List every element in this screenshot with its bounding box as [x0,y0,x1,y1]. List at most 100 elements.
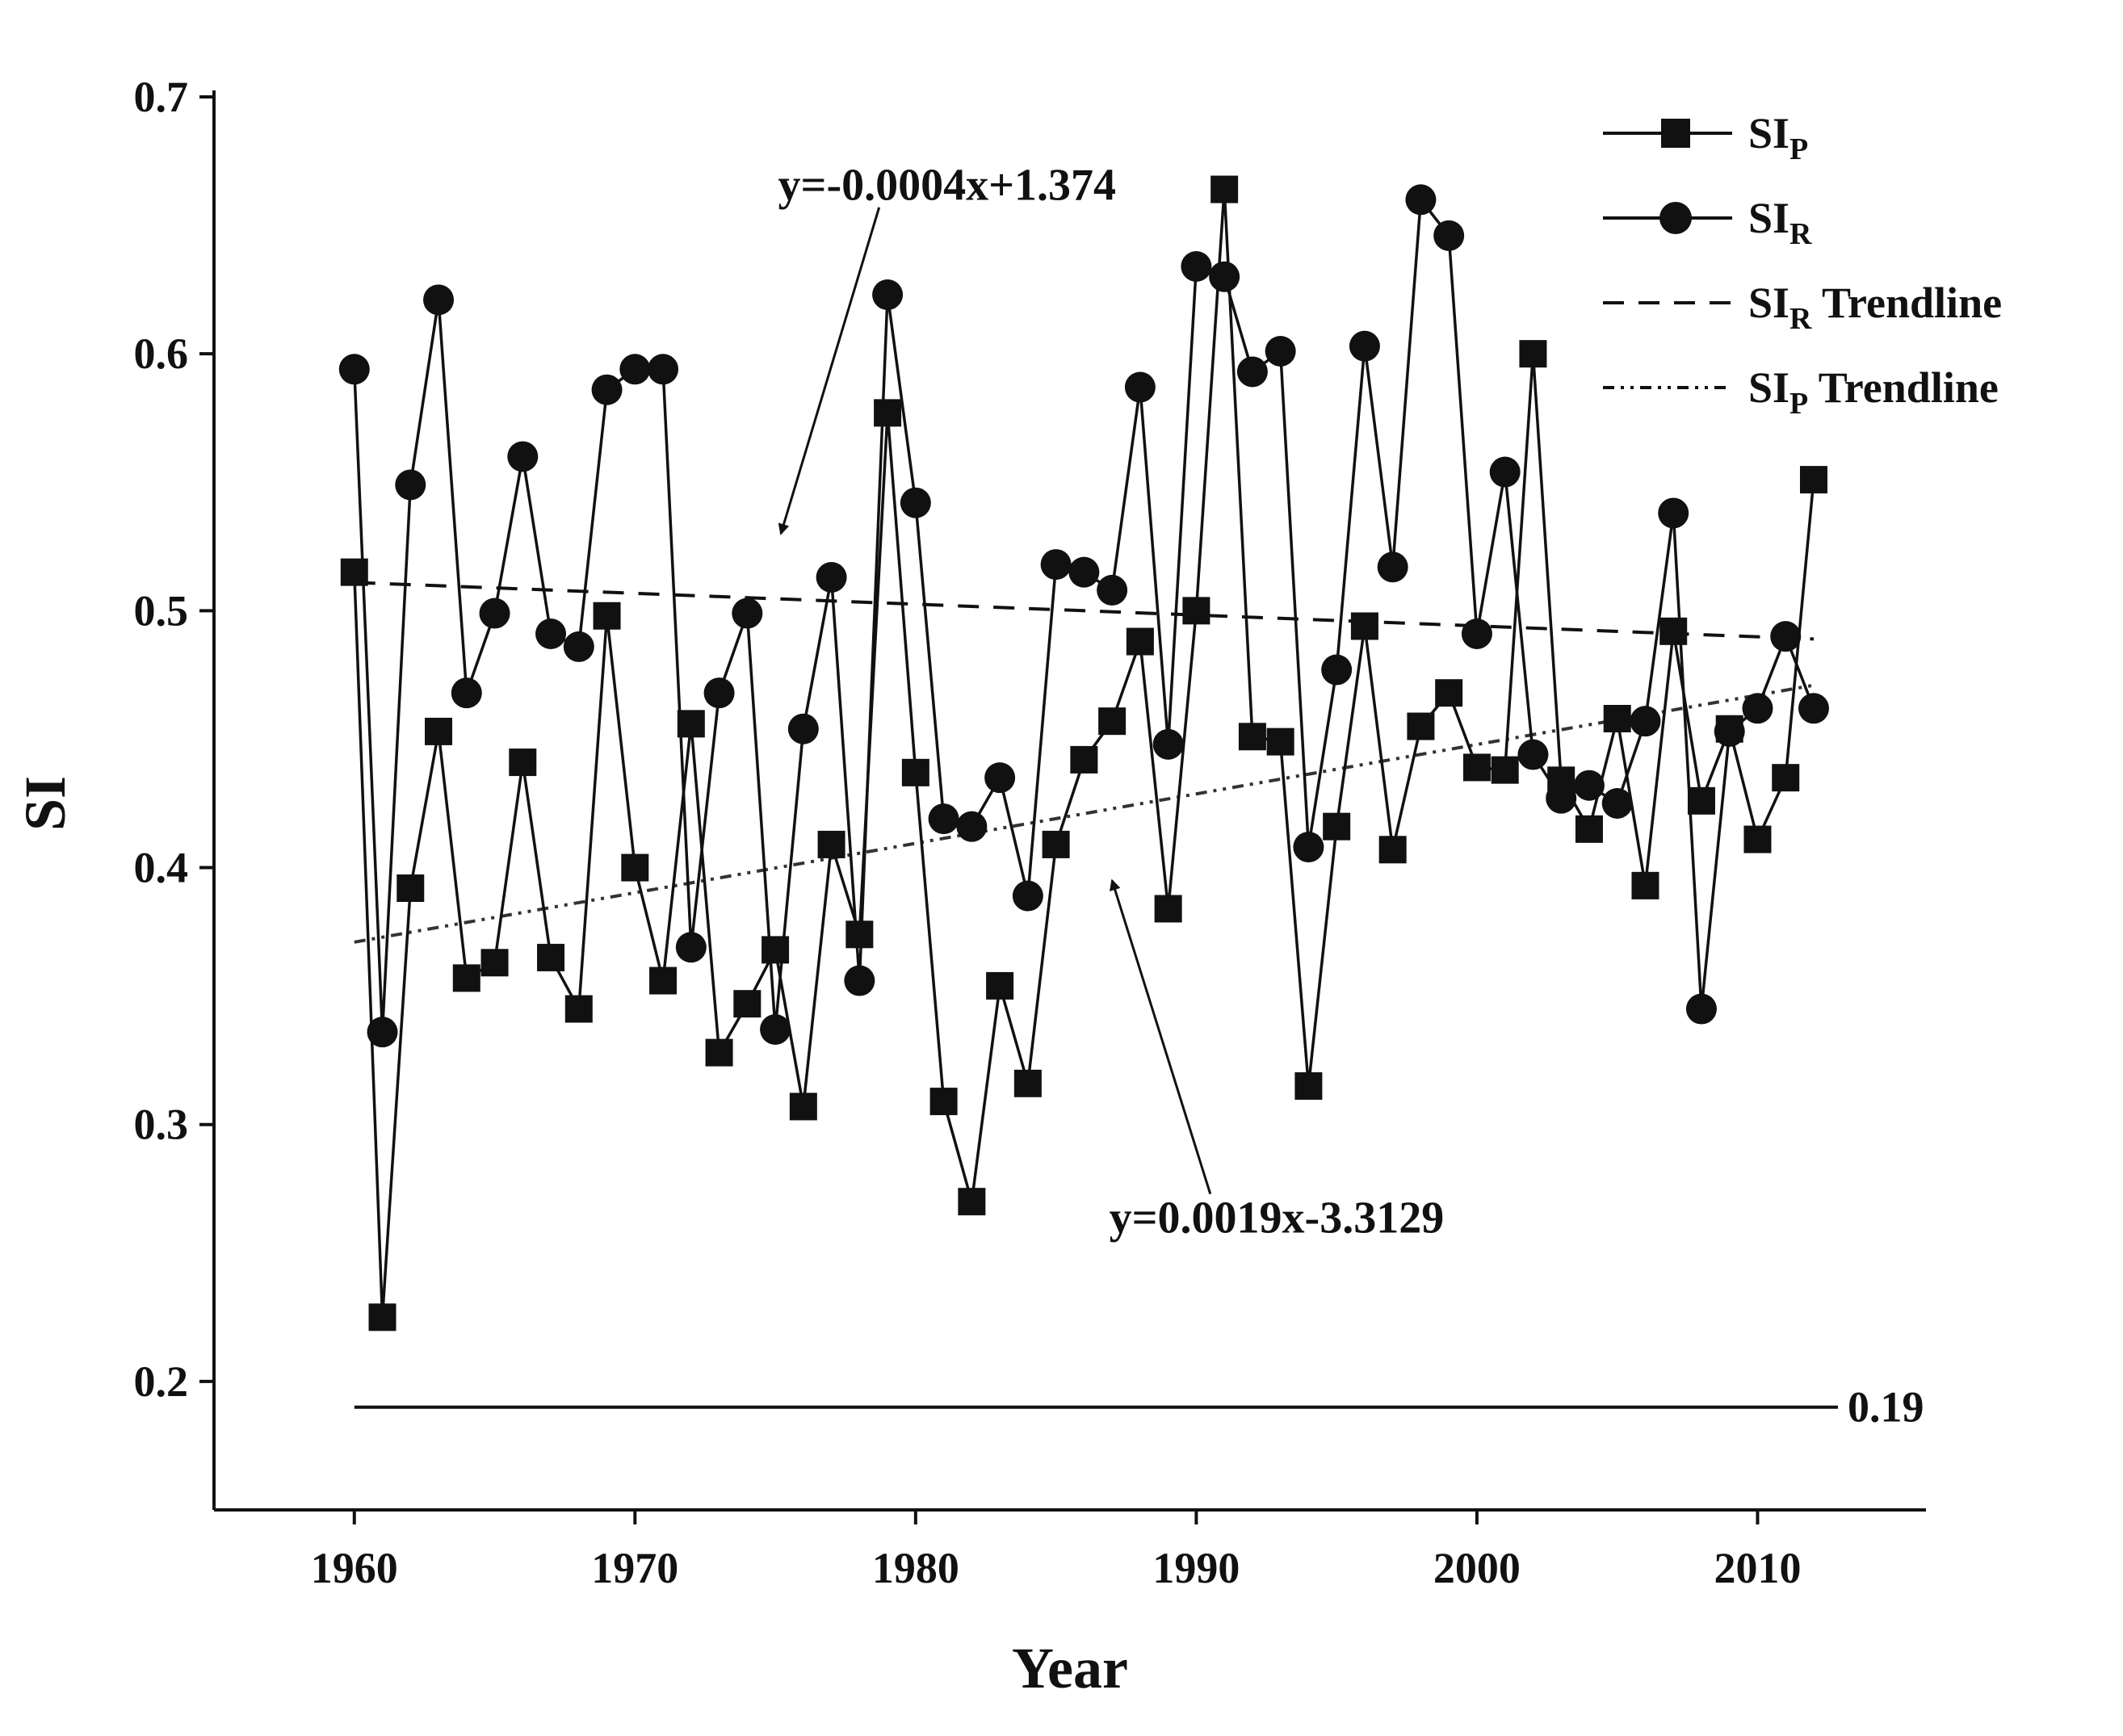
data-point-sip [368,1303,396,1331]
data-point-sip [1575,815,1603,843]
data-point-sip [537,943,565,971]
x-tick-label: 1990 [1152,1544,1240,1592]
data-point-sir [1433,220,1465,251]
trendline-sir [354,581,1815,641]
trendline-sip [354,683,1815,944]
data-point-sip [929,1088,958,1116]
legend-marker-square [1661,119,1690,148]
legend-label: SIP Trendline [1748,363,1999,421]
legend-label-rest: Trendline [1812,279,2003,327]
data-point-sip [1462,753,1491,782]
data-point-sir [1236,356,1268,388]
data-point-sip [1350,612,1378,640]
data-point-sir [1685,993,1717,1025]
data-point-sir [1209,261,1240,292]
legend-label-main: SI [1748,109,1789,157]
trendline-layer [354,581,1815,944]
data-point-sip [1323,812,1351,841]
trend-equation-label: y=0.0019x-3.3129 [1110,1193,1445,1243]
data-point-sip [901,758,929,786]
annotation-layer: y=-0.0004x+1.374 y=0.0019x-3.3129 [778,160,1445,1243]
y-tick-label: 0.3 [134,1101,189,1149]
data-point-sir [1181,251,1212,282]
data-point-sir [479,598,510,629]
y-tick-label: 0.7 [134,73,189,121]
data-point-sir [1461,619,1492,649]
data-point-sir [423,284,455,316]
data-point-sir [1489,456,1521,488]
trend-equation-label: y=-0.0004x+1.374 [778,160,1116,210]
series-layer [338,175,1829,1331]
data-point-sir [1040,549,1072,581]
data-point-sip [705,1038,733,1067]
legend-marker-circle [1659,202,1692,234]
data-point-sip [1799,466,1827,494]
data-point-sip [817,830,845,858]
legend-label-main: SI [1748,363,1789,412]
data-point-sip [1631,871,1659,899]
y-tick-label: 0.5 [134,586,189,635]
data-point-sip [564,995,593,1023]
data-point-sip [789,1092,817,1121]
data-point-sip [593,602,621,630]
data-point-sir [1770,621,1802,652]
data-point-sir [535,619,567,649]
y-tick-label: 0.6 [134,329,189,378]
data-point-sir [1405,184,1437,216]
data-point-sip [733,990,762,1018]
data-point-sip [509,748,537,777]
data-point-sip [1378,836,1407,864]
data-point-sip [621,853,649,882]
data-point-sip [1407,712,1435,740]
data-point-sir [1630,706,1661,737]
legend-label-subscript: P [1789,132,1808,166]
data-point-sir [367,1017,398,1048]
data-point-sir [1265,336,1296,367]
data-point-sir [1349,330,1380,362]
data-point-sip [1042,830,1070,858]
y-tick-label: 0.4 [134,844,189,892]
data-point-sir [1377,551,1408,583]
data-point-sir [395,469,426,501]
threshold-label: 0.19 [1848,1383,1924,1432]
legend-label-subscript: R [1789,217,1812,251]
data-point-sip [1210,175,1239,203]
data-point-sir [872,279,904,310]
data-point-sir [984,762,1016,794]
data-point-sip [762,936,790,964]
data-point-sip [1659,617,1688,645]
x-tick-label: 1970 [591,1544,678,1592]
legend-label: SIP [1748,109,1808,166]
data-point-sir [648,354,679,385]
data-point-sir [451,677,482,709]
data-point-sip [1603,705,1631,732]
legend-label-subscript: P [1789,387,1808,421]
data-point-sip [1519,340,1547,368]
data-point-sir [1321,654,1353,686]
data-point-sip [1098,707,1127,736]
data-point-sir [675,932,707,963]
data-point-sir [928,803,959,835]
x-axis-title: Year [1012,1636,1128,1700]
data-point-sir [507,441,539,472]
data-point-sir [1573,769,1605,801]
data-point-sir [591,374,623,405]
data-point-sip [1687,786,1715,815]
data-point-sir [1517,739,1549,770]
data-point-sir [338,354,370,385]
data-point-sip [396,874,425,902]
data-point-sip [649,967,678,995]
y-tick-label: 0.2 [134,1357,189,1406]
data-point-sip [677,710,705,738]
data-point-sir [1798,693,1829,724]
data-point-sip [340,558,368,586]
data-point-sip [1435,679,1463,707]
legend-label-rest: Trendline [1808,363,1999,412]
data-point-sir [563,631,594,662]
data-point-sir [1546,782,1577,814]
data-point-sir [1742,693,1773,724]
data-point-sir [787,713,819,744]
data-point-sip [425,717,453,745]
data-point-sir [1293,832,1324,863]
